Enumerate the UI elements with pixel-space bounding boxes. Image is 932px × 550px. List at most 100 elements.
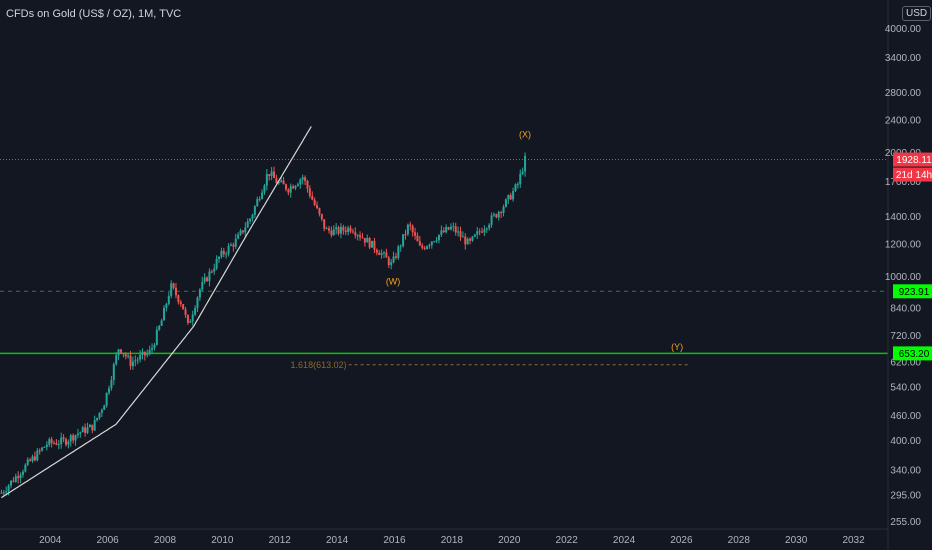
candle-body: [215, 259, 218, 269]
y-tick-label: 460.00: [890, 411, 921, 422]
candle-body: [0, 492, 3, 494]
candle-body: [519, 173, 522, 185]
candle-body: [354, 232, 357, 236]
candle-body: [244, 227, 247, 233]
candle-body: [435, 240, 438, 242]
level-tag-label: 923.91: [899, 287, 930, 298]
candle-body: [414, 232, 417, 236]
candle-body: [60, 437, 63, 445]
candle-body: [84, 427, 87, 433]
candle-body: [385, 252, 388, 258]
candle-body: [380, 253, 383, 255]
candle-body: [485, 228, 488, 230]
candle-body: [330, 230, 333, 236]
candle-body: [368, 237, 371, 248]
candle-body: [179, 301, 182, 305]
candle-body: [218, 256, 221, 260]
y-tick-label: 840.00: [890, 303, 921, 314]
candle-body: [514, 184, 517, 191]
candle-body: [9, 480, 12, 486]
candle-body: [347, 227, 350, 233]
candle-body: [251, 214, 254, 219]
candle-body: [394, 256, 397, 258]
candle-body: [363, 238, 366, 243]
candle-body: [24, 464, 27, 472]
candle-body: [119, 349, 122, 353]
candle-body: [96, 417, 99, 421]
candle-body: [191, 314, 194, 322]
candle-body: [208, 271, 211, 282]
candle-body: [442, 230, 445, 233]
candle-body: [323, 219, 326, 229]
candle-body: [198, 289, 201, 298]
y-tick-label: 1400.00: [885, 212, 922, 223]
candle-body: [344, 230, 347, 233]
candle-body: [184, 309, 187, 315]
x-tick-label: 2020: [498, 535, 521, 546]
candle-body: [206, 277, 209, 282]
candle-body: [265, 174, 268, 186]
candle-body: [210, 271, 213, 273]
candle-body: [170, 283, 173, 297]
candle-body: [241, 230, 244, 233]
x-tick-label: 2006: [96, 535, 119, 546]
candle-body: [409, 224, 412, 226]
candle-body: [335, 227, 338, 230]
fib-extension-label: 1.618(613.02): [291, 360, 347, 370]
candle-body: [201, 281, 204, 290]
candle-body: [490, 215, 493, 225]
candle-body: [148, 349, 151, 353]
candle-body: [2, 492, 5, 494]
candle-body: [366, 237, 369, 243]
candle-body: [521, 171, 524, 174]
candle-body: [397, 246, 400, 258]
candle-body: [488, 224, 491, 229]
candle-body: [261, 192, 264, 199]
candle-body: [375, 249, 378, 253]
candle-body: [227, 245, 230, 254]
candle-body: [213, 268, 216, 272]
candle-body: [67, 441, 70, 445]
candle-body: [512, 190, 515, 200]
candle-body: [406, 224, 409, 235]
candle-body: [26, 459, 29, 465]
level-tag-653.20: [893, 346, 932, 361]
candle-body: [57, 444, 60, 446]
candle-body: [220, 250, 223, 257]
candle-body: [194, 307, 197, 315]
candle-body: [203, 277, 206, 282]
candle-body: [103, 405, 106, 410]
candle-body: [275, 178, 278, 184]
currency-button[interactable]: USD: [902, 6, 932, 21]
candle-body: [14, 476, 17, 482]
candle-body: [76, 433, 79, 436]
candle-body: [108, 388, 111, 393]
x-tick-label: 2012: [269, 535, 292, 546]
candle-body: [461, 236, 464, 238]
wave-label: (Y): [671, 342, 683, 352]
candle-body: [122, 352, 125, 355]
candle-body: [316, 205, 319, 209]
candle-body: [234, 238, 237, 247]
candle-body: [421, 245, 424, 248]
candle-body: [36, 450, 39, 461]
candle-body: [43, 446, 46, 448]
candle-body: [189, 321, 192, 323]
y-tick-label: 540.00: [890, 382, 921, 393]
candle-body: [98, 412, 101, 418]
candle-body: [19, 474, 22, 479]
wave-label: (W): [386, 276, 401, 286]
candle-body: [229, 244, 232, 246]
y-tick-label: 4000.00: [885, 24, 922, 35]
candle-body: [304, 177, 307, 181]
candle-body: [445, 227, 448, 233]
candle-body: [411, 225, 414, 233]
x-tick-label: 2030: [785, 535, 808, 546]
candle-body: [373, 240, 376, 250]
candle-body: [91, 424, 94, 431]
candle-body: [50, 439, 53, 443]
candle-body: [143, 351, 146, 356]
candle-body: [387, 257, 390, 266]
y-tick-label: 1700.00: [885, 177, 922, 188]
